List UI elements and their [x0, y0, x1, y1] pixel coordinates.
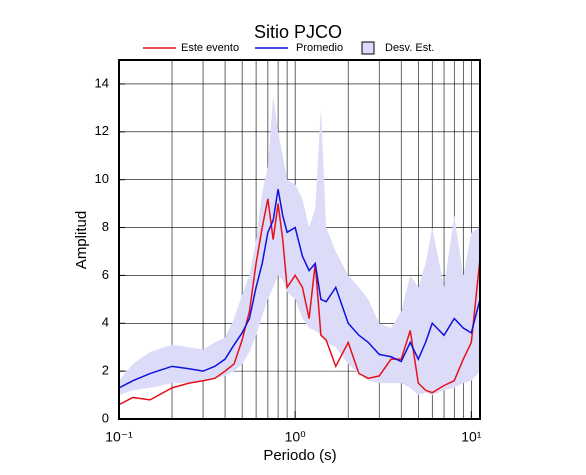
- x-axis-label: Periodo (s): [263, 447, 336, 464]
- y-axis-label: Amplitud: [73, 211, 90, 269]
- series-line: [118, 189, 481, 389]
- series-line: [118, 198, 481, 406]
- legend-label: Este evento: [181, 42, 239, 54]
- y-tick-label: 8: [102, 219, 109, 234]
- legend-label: Desv. Est.: [385, 42, 434, 54]
- chart-title: Sitio PJCO: [254, 22, 342, 42]
- y-tick-label: 0: [102, 410, 109, 425]
- y-tick-label: 10: [95, 171, 109, 186]
- y-tick-label: 14: [95, 75, 109, 90]
- plot-frame: [118, 59, 481, 420]
- y-tick-label: 6: [102, 267, 109, 282]
- legend-swatch: [361, 41, 375, 55]
- x-tick-label: 10⁻¹: [105, 429, 133, 445]
- x-tick-label: 10¹: [461, 429, 482, 445]
- y-tick-label: 12: [95, 123, 109, 138]
- y-tick-label: 2: [102, 363, 109, 378]
- y-tick-label: 4: [102, 315, 109, 330]
- x-tick-label: 10⁰: [285, 429, 307, 445]
- legend-label: Promedio: [296, 42, 343, 54]
